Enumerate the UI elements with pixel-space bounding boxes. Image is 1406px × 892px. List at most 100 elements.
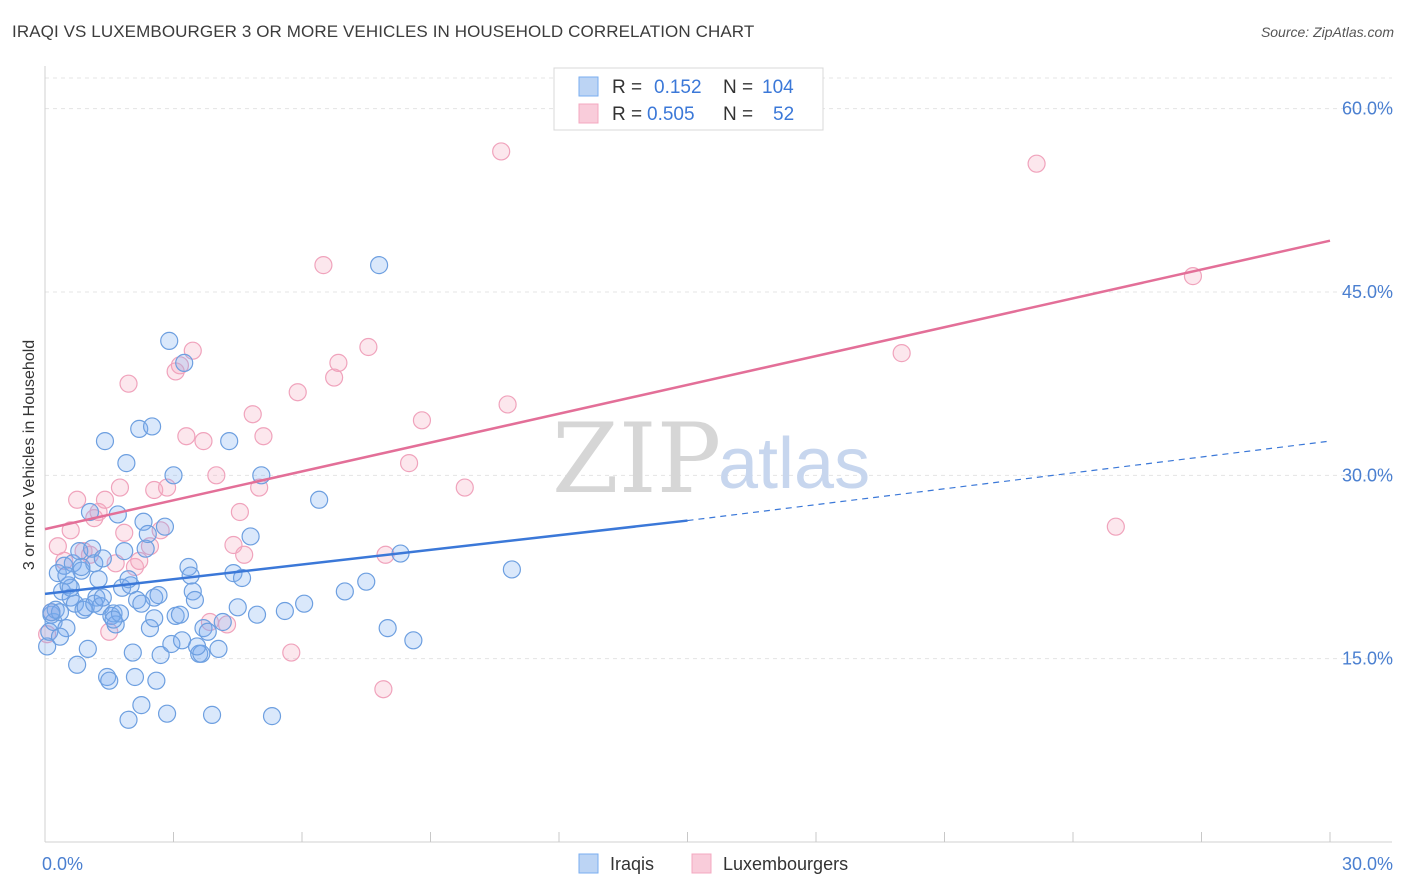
x-tick-label: 30.0%: [1342, 854, 1393, 874]
point-iraqis: [247, 605, 267, 624]
point-luxembourgers: [194, 432, 213, 451]
point-iraqis: [147, 671, 166, 690]
point-luxembourgers: [359, 337, 378, 357]
point-luxembourgers: [314, 256, 333, 275]
point-iraqis: [57, 566, 76, 585]
point-iraqis: [187, 637, 207, 656]
watermark: ZIP atlas: [552, 403, 870, 515]
legend-n-label-iraqis: N =: [723, 77, 753, 98]
point-luxembourgers: [288, 383, 307, 402]
point-iraqis: [80, 502, 100, 522]
point-iraqis: [241, 527, 260, 546]
point-luxembourgers: [68, 490, 87, 509]
point-iraqis: [209, 639, 228, 658]
point-iraqis: [404, 631, 423, 650]
point-iraqis: [100, 671, 119, 690]
legend-n-label-luxembourgers: N =: [723, 104, 753, 125]
point-iraqis: [74, 600, 93, 619]
x-tick-labels: 0.0% 30.0%: [42, 854, 1393, 874]
point-luxembourgers: [1027, 154, 1046, 173]
point-iraqis: [262, 707, 282, 726]
point-luxembourgers: [412, 411, 432, 430]
point-iraqis: [170, 605, 190, 624]
point-iraqis: [370, 256, 389, 275]
bottom-legend-label-iraqis: Iraqis: [610, 854, 654, 874]
point-iraqis: [220, 432, 239, 451]
legend-n-value-iraqis: 104: [762, 77, 794, 98]
point-iraqis: [123, 643, 142, 662]
legend-r-label-iraqis: R =: [612, 77, 642, 98]
y-tick-label: 45.0%: [1342, 282, 1393, 302]
axes: [44, 66, 1392, 843]
point-luxembourgers: [115, 523, 134, 542]
point-iraqis: [275, 601, 294, 621]
stats-legend: R = 0.152 N = 104 R = 0.505 N = 52: [553, 67, 824, 131]
chart-title: IRAQI VS LUXEMBOURGER 3 OR MORE VEHICLES…: [12, 22, 755, 41]
legend-r-label-luxembourgers: R =: [612, 104, 642, 125]
point-iraqis: [202, 705, 222, 724]
point-iraqis: [93, 549, 112, 568]
point-iraqis: [164, 466, 183, 485]
point-iraqis: [213, 612, 232, 632]
series-legend: Iraqis Luxembourgers: [578, 853, 848, 874]
point-luxembourgers: [892, 344, 911, 363]
point-iraqis: [232, 568, 252, 588]
trend-line-iraqis-extension: [687, 440, 1331, 522]
watermark-zip: ZIP: [552, 403, 721, 515]
point-iraqis: [228, 598, 247, 617]
bottom-legend-swatch-iraqis: [578, 853, 599, 874]
point-iraqis: [93, 588, 112, 607]
point-luxembourgers: [399, 454, 419, 473]
point-iraqis: [502, 560, 521, 579]
point-iraqis: [138, 524, 157, 544]
point-iraqis: [117, 454, 136, 473]
legend-n-value-luxembourgers: 52: [773, 104, 794, 125]
trend-line-iraqis: [44, 519, 688, 596]
point-luxembourgers: [110, 478, 130, 497]
y-tick-label: 15.0%: [1342, 649, 1393, 669]
y-tick-label: 60.0%: [1342, 99, 1393, 119]
source-label: Source: ZipAtlas.com: [1260, 24, 1394, 40]
point-luxembourgers: [1106, 517, 1125, 536]
point-iraqis: [78, 639, 97, 658]
point-luxembourgers: [177, 427, 196, 446]
point-iraqis: [140, 619, 160, 638]
point-iraqis: [310, 490, 329, 509]
legend-swatch-iraqis: [578, 76, 599, 97]
x-tick-label: 0.0%: [42, 854, 83, 874]
point-iraqis: [160, 331, 179, 350]
point-iraqis: [149, 586, 168, 605]
point-iraqis: [198, 622, 217, 641]
point-luxembourgers: [325, 368, 344, 387]
point-iraqis: [125, 667, 145, 687]
point-iraqis: [162, 634, 181, 654]
point-iraqis: [378, 619, 397, 638]
point-iraqis: [38, 637, 57, 656]
point-iraqis: [104, 610, 123, 629]
point-luxembourgers: [243, 405, 262, 424]
point-luxembourgers: [230, 502, 249, 522]
point-luxembourgers: [207, 466, 226, 485]
point-luxembourgers: [455, 478, 474, 497]
legend-swatch-luxembourgers: [578, 103, 599, 124]
point-iraqis: [295, 594, 314, 613]
point-iraqis: [142, 417, 162, 436]
y-tick-labels: 15.0% 30.0% 45.0% 60.0%: [1342, 99, 1393, 669]
point-iraqis: [50, 627, 70, 646]
point-iraqis: [42, 603, 61, 622]
point-luxembourgers: [95, 490, 115, 509]
point-iraqis: [145, 609, 164, 628]
point-luxembourgers: [235, 545, 254, 564]
point-iraqis: [157, 704, 177, 723]
point-luxembourgers: [329, 353, 348, 372]
point-iraqis: [68, 655, 87, 674]
point-iraqis: [155, 517, 175, 536]
watermark-atlas: atlas: [718, 424, 870, 504]
point-iraqis: [357, 572, 376, 591]
point-iraqis: [95, 432, 115, 451]
y-axis-label: 3 or more Vehicles in Household: [21, 340, 38, 570]
legend-r-value-luxembourgers: 0.505: [647, 104, 695, 125]
point-iraqis: [132, 696, 151, 715]
legend-r-value-iraqis: 0.152: [654, 77, 702, 98]
point-luxembourgers: [282, 643, 301, 662]
